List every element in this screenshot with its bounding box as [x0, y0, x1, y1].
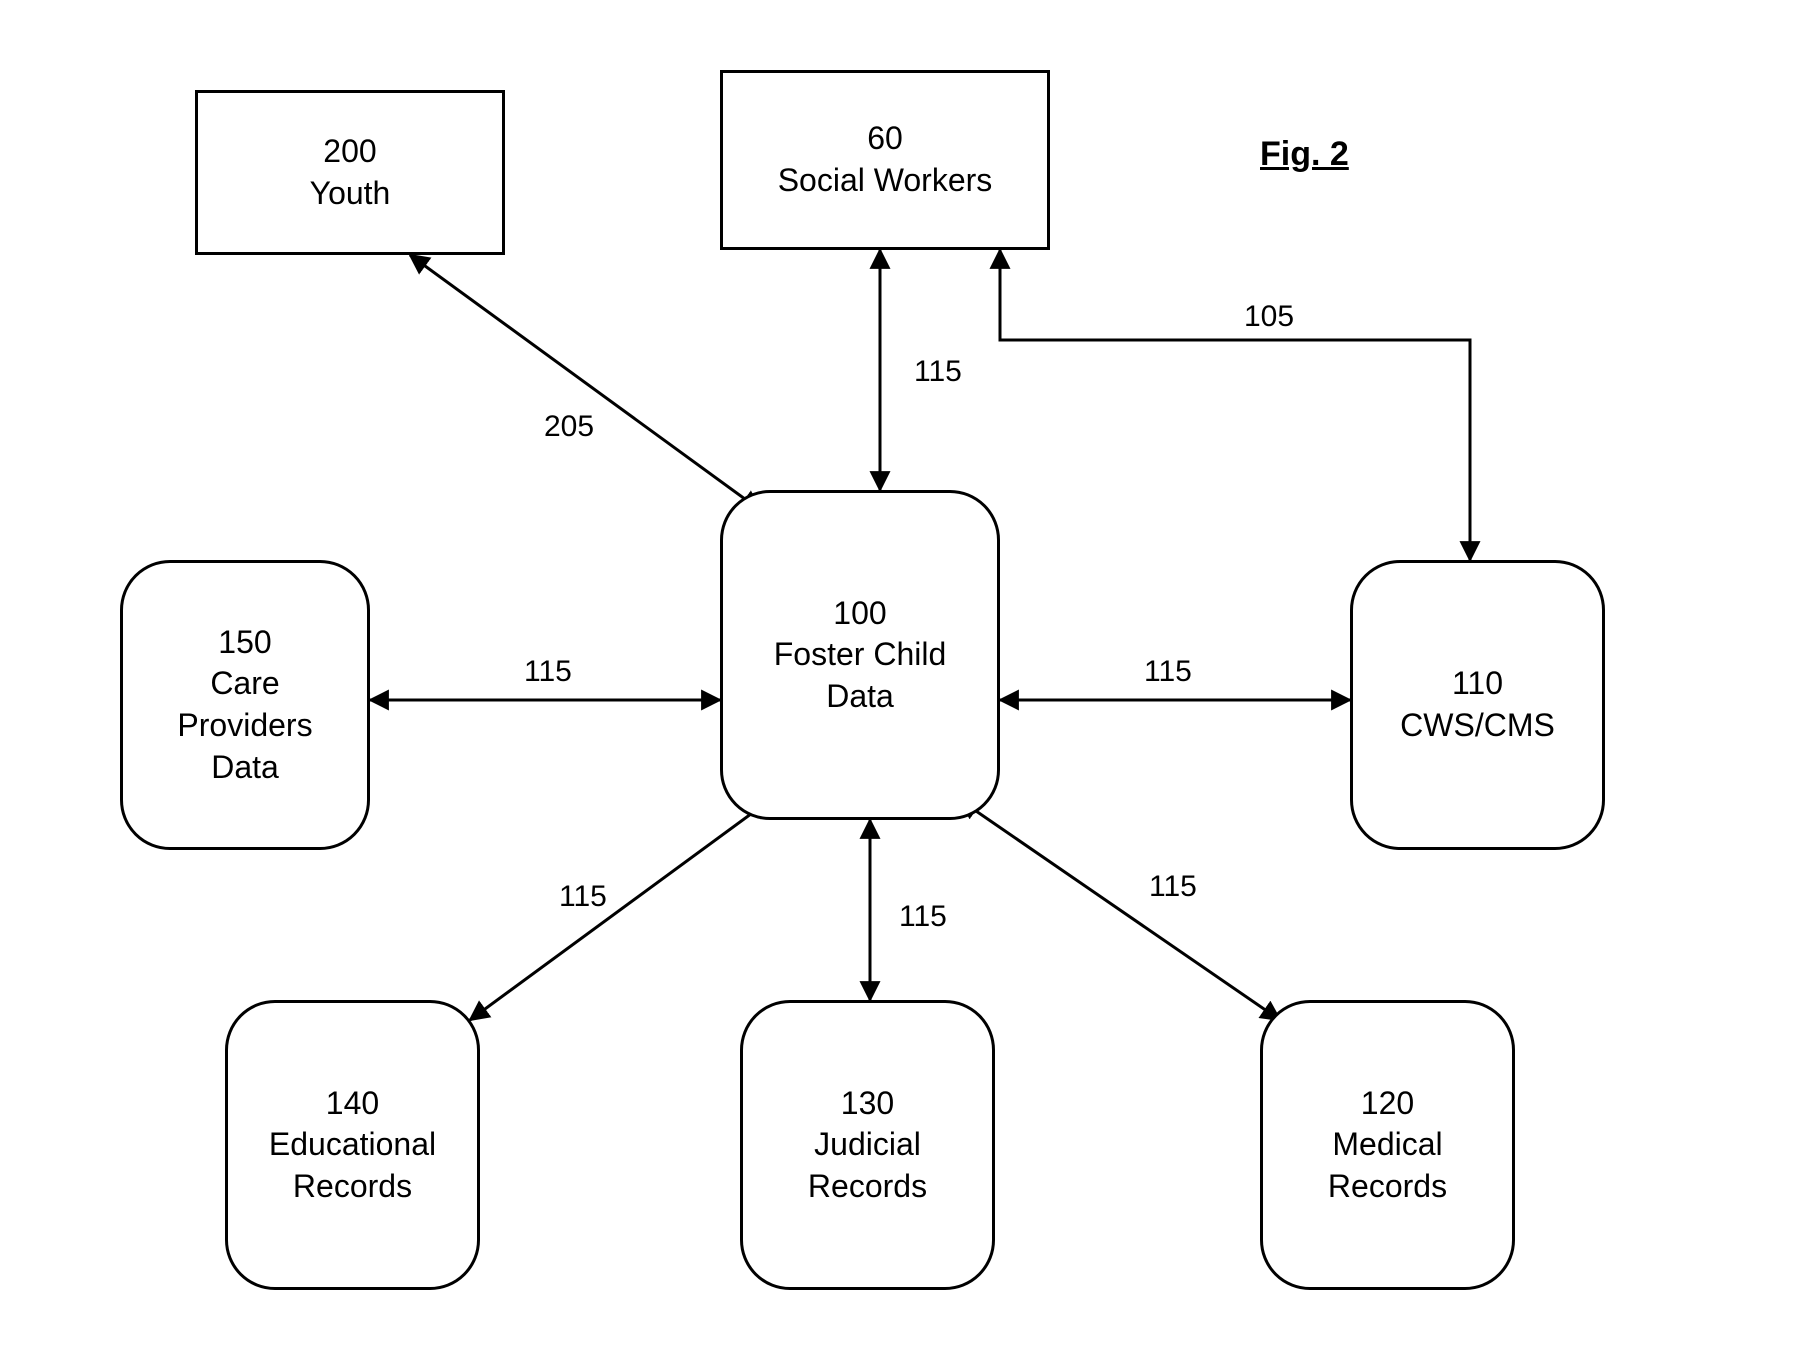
edge-label-e-sw-cws: 105 [1240, 300, 1298, 334]
node-cws-cms-line-1: CWS/CMS [1400, 705, 1555, 747]
node-judicial-records: 130JudicialRecords [740, 1000, 995, 1290]
node-educational-records-line-2: Records [293, 1166, 412, 1208]
node-medical-records-line-1: Medical [1332, 1124, 1442, 1166]
node-foster-child-data-line-1: Foster Child [774, 634, 947, 676]
edge-e-foster-edu [470, 800, 770, 1020]
node-judicial-records-line-1: Judicial [814, 1124, 921, 1166]
node-foster-child-data: 100Foster ChildData [720, 490, 1000, 820]
node-care-providers-line-2: Providers [177, 705, 312, 747]
node-cws-cms-line-0: 110 [1452, 663, 1503, 705]
node-care-providers: 150CareProvidersData [120, 560, 370, 850]
node-judicial-records-line-2: Records [808, 1166, 927, 1208]
node-care-providers-line-1: Care [210, 663, 279, 705]
figure-label: Fig. 2 [1260, 135, 1349, 174]
edge-label-e-foster-cws: 115 [1140, 655, 1196, 689]
node-care-providers-line-3: Data [211, 747, 279, 789]
node-cws-cms: 110CWS/CMS [1350, 560, 1605, 850]
node-medical-records-line-2: Records [1328, 1166, 1447, 1208]
edge-e-foster-med [960, 800, 1280, 1020]
node-social-workers-line-1: Social Workers [778, 160, 993, 202]
node-care-providers-line-0: 150 [218, 622, 271, 664]
node-educational-records-line-1: Educational [269, 1124, 436, 1166]
edge-e-youth-foster [410, 255, 760, 510]
node-educational-records-line-0: 140 [326, 1083, 379, 1125]
edge-label-e-foster-edu: 115 [555, 880, 611, 914]
node-social-workers: 60Social Workers [720, 70, 1050, 250]
edge-e-sw-cws [1000, 250, 1470, 560]
node-educational-records: 140EducationalRecords [225, 1000, 480, 1290]
node-medical-records-line-0: 120 [1361, 1083, 1414, 1125]
edge-label-e-care-foster: 115 [520, 655, 576, 689]
edge-label-e-youth-foster: 205 [540, 410, 598, 444]
node-youth-line-0: 200 [323, 131, 376, 173]
node-judicial-records-line-0: 130 [841, 1083, 894, 1125]
node-social-workers-line-0: 60 [867, 118, 903, 160]
edge-label-e-sw-foster: 115 [910, 355, 966, 389]
edge-label-e-foster-jud: 115 [895, 900, 951, 934]
node-foster-child-data-line-2: Data [826, 676, 894, 718]
node-youth: 200Youth [195, 90, 505, 255]
edge-label-e-foster-med: 115 [1145, 870, 1201, 904]
node-youth-line-1: Youth [310, 173, 391, 215]
node-foster-child-data-line-0: 100 [833, 593, 886, 635]
node-medical-records: 120MedicalRecords [1260, 1000, 1515, 1290]
